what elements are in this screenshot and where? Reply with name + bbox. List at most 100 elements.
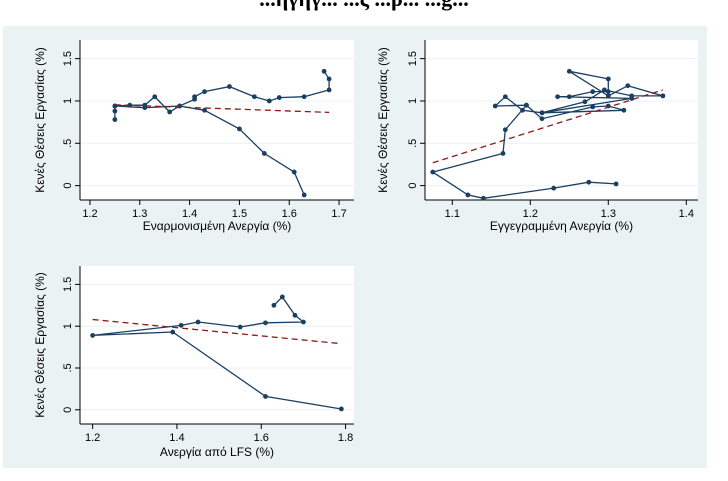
y-tick-label: 1.5	[62, 51, 74, 66]
data-point	[279, 294, 285, 300]
data-point	[625, 83, 631, 89]
data-point	[502, 127, 508, 133]
data-point	[605, 89, 611, 95]
data-point	[112, 108, 118, 114]
y-tick-label: 1.5	[62, 277, 74, 292]
y-tick-label: .5	[62, 363, 74, 372]
data-point	[613, 181, 619, 187]
data-point	[237, 126, 242, 132]
data-point	[551, 185, 557, 191]
chart-panel-3: 0 .5 1 1.5 1.2 1.4 1.6 1.8 Ανεργία από LFS (%) Κε…	[33, 266, 354, 459]
data-point	[481, 195, 486, 201]
data-point	[192, 94, 197, 100]
chart-panel-1: 0 .5 1 1.5 1.2 1.3 1.4 1.5 1.6 1.7 Εναρμονισμένη Α…	[33, 40, 354, 233]
data-point	[251, 94, 257, 100]
fit-line	[114, 104, 330, 114]
data-point	[321, 68, 327, 74]
fit-line	[432, 89, 664, 164]
data-point	[524, 102, 529, 108]
plot-area	[425, 40, 698, 200]
data-point	[602, 87, 607, 93]
x-axis-label: Ανεργία από LFS (%)	[160, 445, 274, 459]
data-point	[539, 116, 545, 122]
x-axis-label: Εγγεγραμμένη Ανεργία (%)	[490, 219, 633, 233]
data-point	[301, 192, 307, 198]
data-point	[237, 324, 243, 330]
series-line	[92, 295, 342, 410]
x-tick-label: 1.5	[232, 208, 247, 220]
data-point	[291, 169, 297, 175]
y-tick-label: 1	[407, 98, 419, 104]
series-line	[431, 70, 664, 199]
data-point	[590, 89, 596, 95]
data-point	[629, 96, 635, 101]
fit-line	[92, 318, 342, 345]
x-tick-label: 1.1	[445, 208, 460, 220]
x-tick-label: 1.7	[331, 208, 346, 220]
data-point	[326, 76, 332, 82]
data-point	[276, 95, 282, 100]
data-point	[430, 169, 436, 175]
plot-area	[80, 40, 354, 200]
chart-panel-2: 0 .5 1 1.5 1.1 1.2 1.3 1.4 Εγγεγραμμένη Ανεργία …	[376, 40, 698, 233]
data-point	[582, 99, 588, 105]
data-point	[152, 94, 158, 100]
data-point	[492, 103, 498, 109]
data-point	[263, 394, 268, 399]
data-point	[605, 93, 611, 99]
data-point	[502, 94, 508, 100]
x-tick-label: 1.3	[601, 208, 616, 220]
x-tick-label: 1.6	[282, 208, 297, 220]
data-point	[566, 94, 572, 100]
data-point	[621, 107, 627, 113]
data-point	[660, 93, 666, 99]
plot-area	[80, 266, 354, 424]
data-point	[586, 179, 592, 185]
data-point	[178, 322, 184, 328]
data-point	[202, 107, 207, 113]
y-tick-label: 0	[407, 183, 419, 189]
data-point	[112, 117, 118, 122]
data-point	[170, 329, 176, 335]
y-tick-label: 1.5	[407, 51, 419, 66]
x-tick-label: 1.6	[254, 432, 269, 444]
data-point	[261, 151, 267, 156]
x-tick-label: 1.4	[182, 208, 197, 220]
data-point	[338, 406, 344, 412]
data-point	[271, 302, 277, 308]
x-tick-label: 1.2	[85, 432, 100, 444]
y-axis-label: Κενές Θέσεις Εργασίας (%)	[33, 47, 47, 193]
y-tick-label: 0	[62, 407, 74, 413]
data-point	[500, 151, 506, 156]
data-point	[590, 104, 596, 110]
data-point	[167, 109, 173, 115]
series-line	[114, 105, 305, 196]
y-axis-label: Κενές Θέσεις Εργασίας (%)	[376, 47, 390, 193]
x-tick-label: 1.4	[679, 208, 694, 220]
data-point	[605, 76, 611, 82]
y-axis-label: Κενές Θέσεις Εργασίας (%)	[33, 272, 47, 418]
data-point	[202, 89, 207, 95]
y-tick-label: 0	[62, 183, 74, 189]
data-point	[263, 320, 268, 326]
data-point	[90, 332, 96, 338]
y-tick-label: .5	[62, 139, 74, 148]
data-point	[301, 319, 306, 325]
data-point	[566, 68, 572, 74]
data-point	[266, 98, 272, 104]
data-point	[520, 107, 525, 113]
x-tick-label: 1.2	[523, 208, 538, 220]
figure-title: ...ηγηγ... ...ς ...ρ... ...g...	[0, 0, 728, 12]
data-point	[301, 94, 307, 100]
y-tick-label: 1	[62, 98, 74, 104]
data-point	[227, 84, 232, 89]
data-point	[292, 312, 298, 318]
data-point	[539, 110, 545, 116]
data-point	[465, 192, 471, 198]
data-point	[555, 94, 560, 100]
data-point	[195, 319, 201, 325]
x-tick-label: 1.4	[169, 432, 184, 444]
y-tick-label: .5	[407, 139, 419, 148]
data-point	[326, 87, 332, 93]
